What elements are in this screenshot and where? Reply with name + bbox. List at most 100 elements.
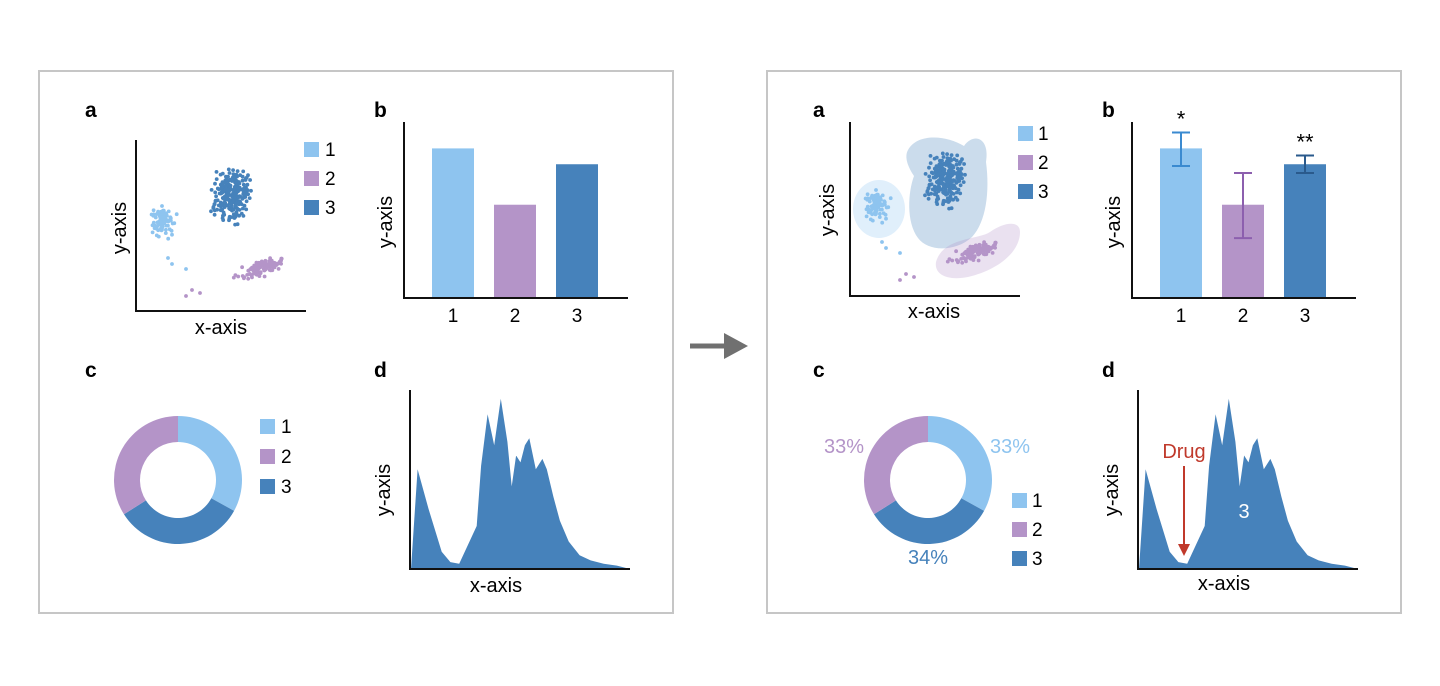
legend-swatch-3: [304, 200, 319, 215]
x-axis-label: x-axis: [470, 575, 522, 597]
scatter-point-3: [954, 162, 959, 167]
pct-label-1: 33%: [990, 436, 1030, 458]
scatter-point-1: [160, 204, 164, 208]
scatter-point-3: [231, 168, 236, 172]
pct-label-3: 34%: [908, 547, 948, 569]
scatter-point-3: [925, 190, 930, 194]
scatter-point-2: [240, 265, 245, 270]
error-bar: [1172, 131, 1190, 167]
scatter-point-3: [948, 196, 953, 201]
scatter-point-3: [244, 190, 249, 195]
scatter-point-3: [246, 173, 250, 178]
legend-label-1: 1: [1032, 491, 1043, 512]
scatter-point-3: [950, 179, 954, 184]
scatter-point-1: [163, 231, 168, 236]
legend-label-2: 2: [281, 447, 292, 468]
bar-2: [494, 204, 536, 298]
legend-swatch-1: [1012, 493, 1027, 508]
scatter-point-3: [950, 164, 955, 168]
area-series-3: [1139, 398, 1358, 569]
scatter-point-2: [976, 244, 981, 249]
scatter-point-2: [262, 274, 267, 279]
scatter-point-2: [898, 278, 902, 282]
scatter-point-3: [221, 196, 226, 201]
scatter-point-3: [241, 206, 245, 211]
scatter-point-2: [904, 272, 908, 276]
scatter-point-1: [886, 205, 891, 210]
scatter-point-3: [927, 165, 931, 170]
scatter-point-3: [954, 180, 959, 185]
panel-before: a x-axis y-axis 1 2 3 b y-axis 1 2 3 c 1 2…: [38, 70, 674, 614]
scatter-point-2: [236, 274, 241, 279]
scatter-point-3: [244, 199, 249, 204]
scatter-point-2: [198, 291, 202, 295]
scatter-point-3: [944, 163, 948, 167]
legend-swatch-1: [260, 419, 275, 434]
scatter-point-3: [935, 202, 940, 207]
scatter-point-2: [956, 260, 960, 265]
scatter-point-3: [234, 212, 239, 217]
label-b: b: [374, 99, 387, 122]
scatter-point-3: [940, 151, 945, 156]
y-axis-label: y-axis: [375, 196, 397, 248]
scatter-point-3: [946, 170, 951, 174]
scatter-point-1: [172, 221, 177, 226]
scatter-point-1: [874, 188, 878, 192]
scatter-point-3: [236, 189, 241, 194]
scatter-point-3: [233, 194, 238, 199]
scatter-point-3: [235, 222, 240, 227]
scatter-point-1: [898, 251, 902, 255]
area-series-3: [411, 398, 630, 569]
scatter-point-3: [226, 194, 230, 199]
bar-3: [556, 164, 598, 298]
legend-label-1: 1: [281, 417, 292, 438]
scatter-point-3: [939, 181, 944, 186]
scatter-point-3: [237, 185, 242, 190]
scatter-point-2: [976, 258, 981, 263]
scatter-point-3: [218, 172, 223, 177]
scatter-plot: [863, 151, 998, 282]
scatter-point-3: [228, 184, 233, 189]
area-axes: [1137, 390, 1358, 570]
scatter-point-3: [224, 180, 228, 185]
scatter-point-3: [960, 157, 964, 162]
scatter-point-3: [213, 190, 218, 195]
scatter-point-1: [864, 214, 869, 219]
scatter-point-1: [871, 198, 876, 203]
scatter-point-1: [884, 216, 888, 221]
bar-axes: [1131, 122, 1356, 299]
scatter-point-3: [234, 202, 238, 207]
scatter-point-1: [869, 204, 874, 209]
scatter-point-3: [938, 164, 942, 169]
label-c: c: [85, 359, 97, 382]
scatter-point-2: [960, 260, 965, 265]
scatter-point-2: [950, 258, 955, 263]
scatter-point-3: [244, 207, 249, 212]
scatter-point-1: [883, 212, 888, 217]
scatter-point-1: [164, 227, 168, 232]
scatter-point-3: [959, 166, 964, 171]
error-bar: [1296, 154, 1314, 175]
scatter-point-1: [159, 220, 163, 225]
scatter-point-3: [941, 202, 945, 207]
scatter-point-3: [928, 161, 933, 165]
legend-swatch-3: [1012, 551, 1027, 566]
panel-before-canvas: a x-axis y-axis 1 2 3 b y-axis 1 2 3 c 1 2…: [85, 99, 630, 597]
legend-label-2: 2: [1038, 153, 1049, 174]
scatter-point-2: [271, 265, 275, 269]
scatter-point-2: [184, 294, 188, 298]
scatter-point-2: [269, 261, 273, 266]
legend-swatch-1: [1018, 126, 1033, 141]
bar-3: [1284, 164, 1326, 298]
scatter-point-1: [155, 211, 160, 216]
scatter-point-2: [258, 271, 263, 276]
scatter-point-2: [272, 260, 277, 265]
scatter-point-1: [873, 194, 878, 198]
legend-label-3: 3: [1032, 549, 1043, 570]
legend-swatch-3: [260, 479, 275, 494]
bar-axes: [403, 122, 628, 299]
scatter-point-3: [958, 191, 963, 196]
scatter-point-3: [214, 194, 219, 199]
scatter-point-2: [250, 275, 254, 280]
scatter-point-3: [926, 186, 931, 191]
